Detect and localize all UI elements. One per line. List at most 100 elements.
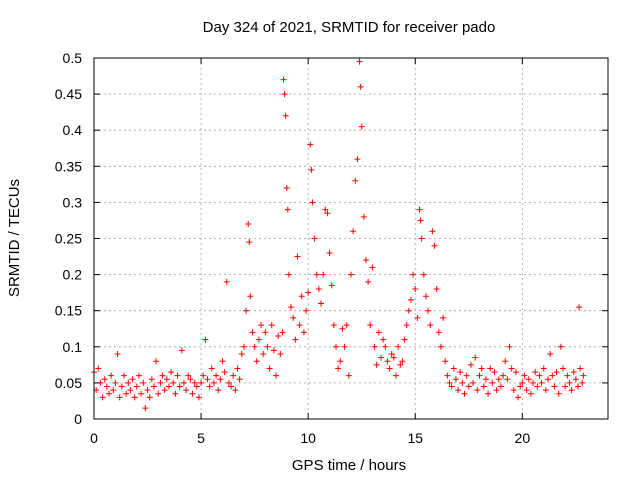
data-point [135,372,142,379]
data-point [163,376,170,383]
data-point [549,372,556,379]
data-point [433,286,440,293]
data-point [153,358,160,365]
data-point [407,296,414,303]
data-point [365,278,372,285]
data-point [322,206,329,213]
data-point [465,383,472,390]
data-point [525,376,532,383]
data-point [373,361,380,368]
y-axis-tick-labels: 0 0.05 0.1 0.15 0.2 0.25 0.3 0.35 0.4 0.45 0.5 [55,50,82,427]
data-point [266,365,273,372]
data-point [110,387,117,394]
data-point [307,141,314,148]
data-point [333,343,340,350]
data-point [309,199,316,206]
data-point [418,235,425,242]
data-point [457,369,464,376]
data-point [547,351,554,358]
data-point [580,372,587,379]
y-tick-label: 0.2 [63,267,83,283]
data-point [512,369,519,376]
data-point [228,383,235,390]
data-point [348,271,354,278]
data-point [305,289,312,296]
data-point [146,394,153,401]
data-point [390,354,397,361]
data-point [452,376,459,383]
data-point [208,365,215,372]
data-point [401,336,408,343]
data-point [148,376,155,383]
y-tick-label: 0.1 [63,339,83,355]
data-point [459,379,466,386]
data-point [540,365,547,372]
y-tick-label: 0.25 [55,231,82,247]
data-point [538,379,545,386]
data-point [243,307,250,314]
data-point [467,361,474,368]
data-point [352,177,359,184]
data-point [478,365,485,372]
data-point [215,387,222,394]
data-point [311,235,318,242]
y-tick-label: 0 [74,411,82,427]
data-point [442,358,449,365]
data-point [296,322,303,329]
data-point [429,228,436,235]
data-point [172,390,179,397]
data-point [138,390,145,397]
data-point [510,387,517,394]
data-point [200,372,207,379]
data-point [193,383,200,390]
data-point [487,365,494,372]
data-point [99,394,106,401]
data-point [480,383,487,390]
data-point [204,376,211,383]
data-point [157,379,164,386]
data-point [577,365,584,372]
data-point [482,376,489,383]
data-point [553,369,560,376]
data-point [568,387,575,394]
data-point [450,365,457,372]
data-point [515,394,522,401]
data-point [560,365,567,372]
data-point [262,329,269,336]
data-point [341,343,348,350]
data-point [386,365,393,372]
data-point [485,390,492,397]
data-point [114,351,121,358]
data-point [95,365,102,372]
data-point [324,210,331,217]
data-point [500,372,507,379]
data-point [202,336,209,343]
data-point [497,383,504,390]
data-point [112,379,119,386]
data-point [178,347,185,354]
data-point [219,358,226,365]
data-point [542,387,549,394]
data-point [217,376,224,383]
data-point [384,358,391,365]
data-point [223,278,230,285]
data-point [191,379,198,386]
data-point [557,343,564,350]
data-point [290,314,297,321]
data-point [255,336,262,343]
data-point [260,351,267,358]
data-point [131,394,138,401]
data-point [399,358,406,365]
data-point [150,383,157,390]
data-point [300,329,307,336]
data-point [519,379,526,386]
data-point [292,336,299,343]
data-point [264,343,271,350]
data-point [380,336,387,343]
data-point [318,300,325,307]
data-point [339,325,346,332]
data-point [508,365,515,372]
data-point [288,304,295,311]
data-point [551,383,558,390]
data-point [491,369,498,376]
